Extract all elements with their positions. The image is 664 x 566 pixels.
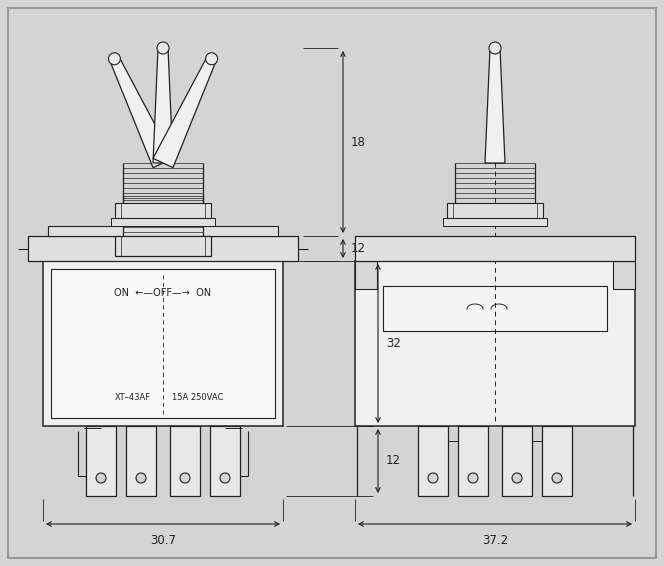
Bar xyxy=(115,203,211,218)
Bar xyxy=(447,203,543,218)
Polygon shape xyxy=(110,57,173,168)
Circle shape xyxy=(489,42,501,54)
Circle shape xyxy=(96,473,106,483)
Text: 30.7: 30.7 xyxy=(150,534,176,547)
Bar xyxy=(502,426,532,496)
Bar xyxy=(126,426,156,496)
Text: 15A 250VAC: 15A 250VAC xyxy=(173,393,224,402)
Bar xyxy=(458,426,488,496)
Circle shape xyxy=(552,473,562,483)
Text: 32: 32 xyxy=(386,337,401,350)
Circle shape xyxy=(428,473,438,483)
Circle shape xyxy=(206,53,218,65)
Bar xyxy=(542,426,572,496)
Circle shape xyxy=(468,473,478,483)
Circle shape xyxy=(512,473,522,483)
Text: 12: 12 xyxy=(351,242,366,255)
Polygon shape xyxy=(153,48,173,163)
Bar xyxy=(355,236,635,261)
Bar xyxy=(170,426,200,496)
Bar xyxy=(210,426,240,496)
Polygon shape xyxy=(153,57,216,168)
Circle shape xyxy=(136,473,146,483)
Bar xyxy=(418,426,448,496)
Bar xyxy=(355,261,635,426)
Bar xyxy=(86,426,116,496)
Text: ON  ←—OFF—→  ON: ON ←—OFF—→ ON xyxy=(114,288,212,298)
Text: 12: 12 xyxy=(386,454,401,468)
Circle shape xyxy=(108,53,120,65)
Circle shape xyxy=(180,473,190,483)
Bar xyxy=(613,261,635,289)
Bar xyxy=(51,269,275,418)
Circle shape xyxy=(157,42,169,54)
Bar xyxy=(111,218,215,226)
Text: 37.2: 37.2 xyxy=(482,534,508,547)
Bar xyxy=(28,236,298,261)
Bar xyxy=(443,218,547,226)
Text: XT–43AF: XT–43AF xyxy=(115,393,151,402)
Text: 18: 18 xyxy=(351,135,366,148)
Bar xyxy=(115,236,211,256)
Polygon shape xyxy=(485,48,505,163)
Circle shape xyxy=(220,473,230,483)
Bar xyxy=(383,286,607,331)
Bar xyxy=(43,261,283,426)
Bar xyxy=(355,261,377,289)
Bar xyxy=(48,226,278,236)
